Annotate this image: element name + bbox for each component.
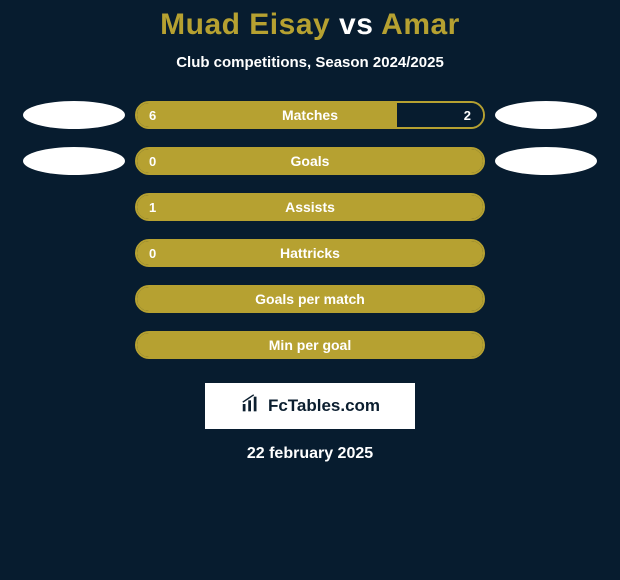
stat-bar: 1Assists (135, 193, 485, 221)
stat-bar: Min per goal (135, 331, 485, 359)
stat-left-segment (137, 333, 483, 357)
player1-lozenge (23, 101, 125, 129)
fctables-badge: FcTables.com (205, 383, 415, 429)
player2-lozenge (495, 147, 597, 175)
chart-icon (240, 393, 262, 420)
stat-bar: Goals per match (135, 285, 485, 313)
stat-row: 1Assists (0, 193, 620, 221)
stat-left-value: 0 (149, 246, 156, 261)
stat-left-segment (137, 287, 483, 311)
stat-left-segment: 1 (137, 195, 483, 219)
stat-right-value: 2 (464, 108, 471, 123)
stat-row: Goals per match (0, 285, 620, 313)
player1-name: Muad Eisay (160, 8, 330, 41)
stat-left-value: 6 (149, 108, 156, 123)
vs-text: vs (339, 8, 373, 41)
stat-left-segment: 0 (137, 149, 483, 173)
stats-container: 62Matches0Goals1Assists0HattricksGoals p… (0, 101, 620, 359)
stat-bar: 62Matches (135, 101, 485, 129)
comparison-title: Muad Eisay vs Amar (0, 0, 620, 42)
badge-text: FcTables.com (268, 396, 380, 416)
player2-name: Amar (381, 8, 460, 41)
subtitle: Club competitions, Season 2024/2025 (0, 54, 620, 71)
stat-left-value: 1 (149, 200, 156, 215)
stat-left-value: 0 (149, 154, 156, 169)
player1-lozenge (23, 147, 125, 175)
stat-bar: 0Hattricks (135, 239, 485, 267)
stat-bar: 0Goals (135, 147, 485, 175)
stat-left-segment: 0 (137, 241, 483, 265)
stat-row: 0Goals (0, 147, 620, 175)
stat-row: 62Matches (0, 101, 620, 129)
stat-right-segment: 2 (397, 103, 484, 127)
date-text: 22 february 2025 (0, 445, 620, 463)
stat-left-segment: 6 (137, 103, 397, 127)
stat-row: Min per goal (0, 331, 620, 359)
stat-row: 0Hattricks (0, 239, 620, 267)
player2-lozenge (495, 101, 597, 129)
